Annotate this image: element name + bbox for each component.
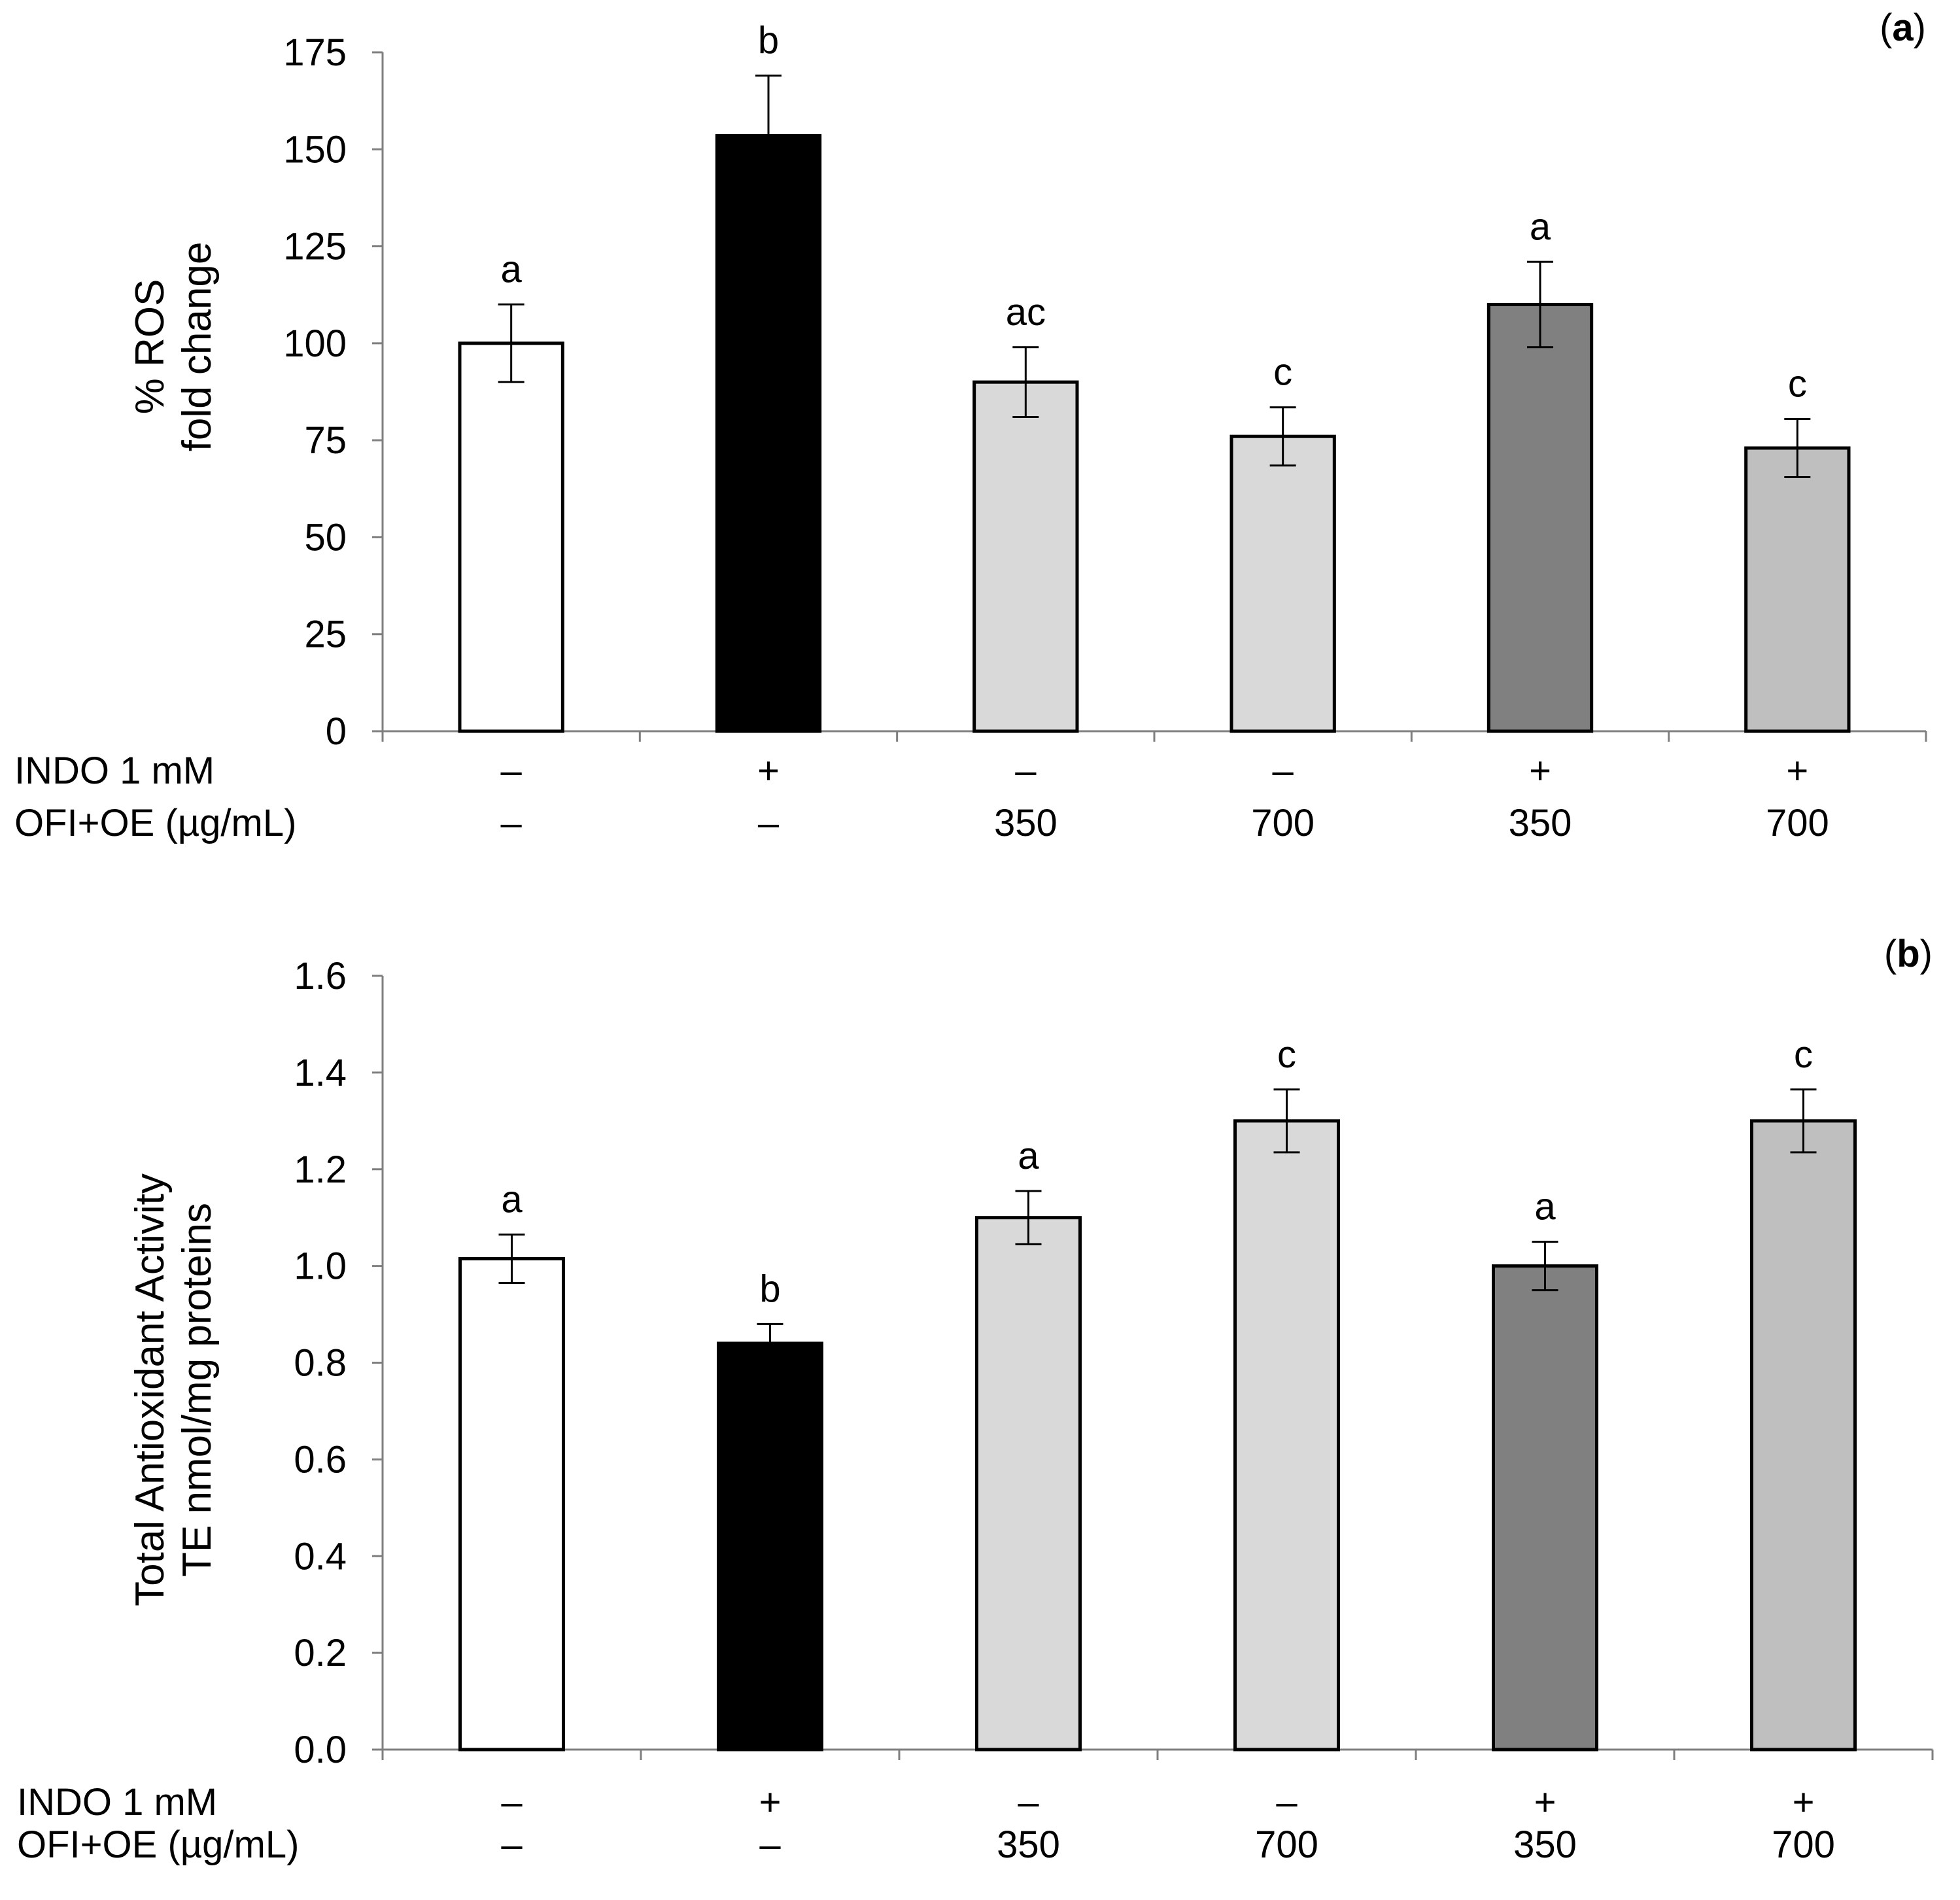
y-axis-label: Total Antioxidant ActivityTE nmol/mg pro… (128, 1173, 220, 1606)
panel-b: 0.0 0.2 0.4 0.6 0.8 1.0 1.2 1.4 1.6 Total Antioxi… (17, 933, 1934, 1866)
condition-row-label: INDO 1 mM (14, 750, 215, 792)
condition-row-label: OFI+OE (µg/mL) (17, 1823, 299, 1866)
bar (717, 1341, 823, 1752)
y-axis-label: % ROSfold change (128, 242, 220, 452)
condition-value: – (1015, 750, 1037, 792)
condition-value: 700 (1255, 1823, 1318, 1866)
condition-value: + (759, 1781, 782, 1823)
condition-value: + (1534, 1781, 1556, 1823)
condition-value: 700 (1251, 802, 1315, 844)
y-axis-label-line: Total Antioxidant Activity (128, 1173, 173, 1606)
significance-letter: b (759, 1268, 780, 1310)
y-tick-label: 1.0 (294, 1245, 347, 1288)
significance-letter: ac (1006, 291, 1046, 334)
condition-value: 350 (1509, 802, 1572, 844)
y-tick-label: 100 (283, 322, 347, 365)
panel-label: (a) (1880, 7, 1926, 49)
significance-letter: c (1794, 1033, 1813, 1076)
y-tick-label: 0.6 (294, 1438, 347, 1481)
significance-letter: a (501, 249, 523, 291)
y-axis-label-line: % ROS (128, 279, 173, 415)
y-tick-label: 175 (283, 31, 347, 74)
y-axis-label-line: TE nmol/mg proteins (175, 1203, 220, 1577)
y-axis-label-line: fold change (175, 242, 220, 452)
y-tick-label: 150 (283, 128, 347, 171)
y-tick-label: 1.6 (294, 955, 347, 997)
bar (1233, 1119, 1340, 1752)
significance-letter: a (1534, 1186, 1556, 1228)
y-tick-label: 75 (304, 419, 347, 462)
bar (1750, 1119, 1857, 1752)
panel-label: (b) (1884, 933, 1933, 975)
panel-label-open: ( (1880, 7, 1892, 49)
condition-value: 350 (1513, 1823, 1577, 1866)
bar (1487, 303, 1594, 733)
bar (1744, 446, 1851, 733)
condition-value: + (1529, 750, 1551, 792)
panel-label-letter: b (1897, 933, 1919, 975)
condition-value: – (759, 1823, 781, 1866)
bar (975, 1216, 1082, 1752)
significance-letter: a (1530, 205, 1551, 248)
panel-label-open: ( (1884, 933, 1897, 975)
y-tick-label: 1.4 (294, 1052, 347, 1094)
condition-value: – (501, 750, 523, 792)
y-tick-label: 0.8 (294, 1342, 347, 1385)
significance-letter: a (1018, 1135, 1039, 1177)
panel-label-letter: a (1892, 7, 1914, 49)
condition-value: – (1018, 1781, 1039, 1823)
condition-value: 700 (1766, 802, 1829, 844)
condition-value: – (501, 802, 523, 844)
condition-value: 700 (1772, 1823, 1835, 1866)
condition-value: + (1786, 750, 1808, 792)
bar (972, 380, 1079, 733)
y-tick-label: 1.2 (294, 1149, 347, 1191)
bar (458, 1257, 565, 1752)
panel-label-close: ) (1920, 933, 1933, 975)
significance-letter: c (1788, 363, 1807, 406)
y-tick-label: 50 (304, 516, 347, 559)
bar (1229, 434, 1336, 733)
y-tick-label: 0.0 (294, 1729, 347, 1771)
condition-value: + (757, 750, 780, 792)
significance-letter: b (758, 20, 779, 62)
y-tick-label: 25 (304, 613, 347, 656)
condition-value: – (501, 1823, 523, 1866)
condition-value: – (501, 1781, 523, 1823)
y-tick-label: 0.4 (294, 1535, 347, 1578)
condition-value: 350 (994, 802, 1057, 844)
condition-row-label: OFI+OE (µg/mL) (14, 802, 296, 844)
condition-row-label: INDO 1 mM (17, 1781, 217, 1823)
y-tick-label: 0.2 (294, 1632, 347, 1674)
y-tick-label: 0 (326, 710, 347, 753)
y-tick-label: 125 (283, 226, 347, 268)
significance-letter: c (1273, 351, 1292, 394)
panel-label-close: ) (1914, 7, 1926, 49)
significance-letter: c (1277, 1033, 1296, 1076)
bar (458, 341, 564, 733)
condition-value: – (1276, 1781, 1298, 1823)
condition-value: – (758, 802, 780, 844)
condition-value: – (1273, 750, 1294, 792)
condition-value: 350 (997, 1823, 1060, 1866)
bar (1492, 1264, 1598, 1752)
significance-letter: a (501, 1179, 523, 1221)
condition-value: + (1793, 1781, 1815, 1823)
bar (715, 134, 822, 733)
